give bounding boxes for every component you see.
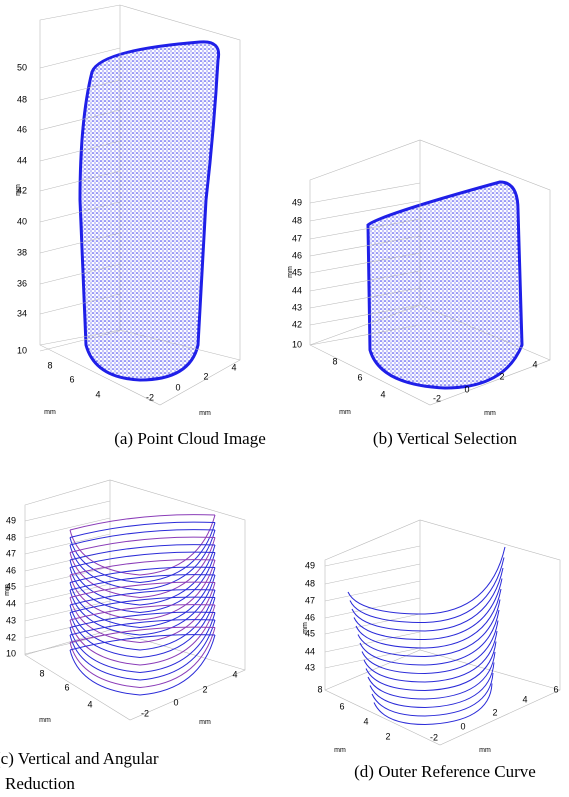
z-tick-label: 48 bbox=[292, 215, 302, 225]
z-tick-label: 43 bbox=[292, 302, 302, 312]
z-tick-label: 42 bbox=[292, 319, 302, 329]
x-tick-label: 0 bbox=[175, 382, 180, 392]
z-tick-label: 10 bbox=[6, 648, 16, 658]
x-tick-label: 0 bbox=[460, 721, 465, 731]
grid-line bbox=[25, 518, 110, 538]
axis-label: mm bbox=[4, 584, 11, 596]
z-tick-label: 40 bbox=[17, 216, 27, 226]
curve bbox=[350, 558, 504, 623]
x-tick-label: -2 bbox=[146, 392, 154, 402]
grid-line bbox=[325, 648, 420, 668]
z-tick-label: 48 bbox=[305, 578, 315, 588]
y-tick-label: 8 bbox=[317, 684, 322, 694]
y-tick-label: 2 bbox=[385, 731, 390, 741]
z-tick-label: 38 bbox=[17, 247, 27, 257]
x-tick-label: 4 bbox=[532, 359, 537, 369]
z-tick-label: 48 bbox=[17, 94, 27, 104]
x-tick-label: 4 bbox=[232, 669, 237, 679]
axis-label: mm bbox=[15, 184, 22, 196]
point-cloud bbox=[368, 182, 522, 388]
y-tick-label: 4 bbox=[95, 389, 100, 399]
z-tick-label: 50 bbox=[17, 62, 27, 72]
x-tick-label: 2 bbox=[499, 371, 504, 381]
axis-label: mm bbox=[484, 410, 496, 417]
x-tick-label: 0 bbox=[173, 697, 178, 707]
x-tick-label: 0 bbox=[464, 384, 469, 394]
z-tick-label: 47 bbox=[6, 548, 16, 558]
x-tick-label: 2 bbox=[492, 707, 497, 717]
z-tick-label: 47 bbox=[305, 595, 315, 605]
axis-label: mm bbox=[302, 622, 309, 634]
grid-line bbox=[325, 581, 420, 601]
grid-line bbox=[310, 183, 420, 203]
x-tick-label: -2 bbox=[433, 393, 441, 403]
grid-line bbox=[325, 598, 420, 618]
y-tick-label: 6 bbox=[339, 701, 344, 711]
axis-label: mm bbox=[44, 409, 56, 416]
y-tick-label: 8 bbox=[332, 356, 337, 366]
axis-label: mm bbox=[339, 409, 351, 416]
point-cloud bbox=[80, 42, 219, 380]
y-tick-label: 4 bbox=[87, 699, 92, 709]
caption: (a) Point Cloud Image bbox=[114, 429, 266, 448]
curve bbox=[354, 579, 502, 640]
figure: 50484644424038363410864-2024mmmmmm(a) Po… bbox=[0, 0, 569, 797]
axis-label: mm bbox=[479, 747, 491, 754]
y-tick-label: 8 bbox=[47, 360, 52, 370]
axis-label: mm bbox=[199, 719, 211, 726]
curve bbox=[348, 547, 505, 614]
grid-line bbox=[25, 534, 110, 554]
z-tick-label: 44 bbox=[292, 285, 302, 295]
z-tick-label: 10 bbox=[17, 345, 27, 355]
axis-box bbox=[325, 650, 560, 690]
caption: (d) Outer Reference Curve bbox=[354, 762, 536, 781]
grid-line bbox=[325, 632, 420, 652]
y-tick-label: 8 bbox=[39, 668, 44, 678]
z-tick-label: 34 bbox=[17, 308, 27, 318]
x-tick-label: 2 bbox=[202, 684, 207, 694]
curve bbox=[352, 568, 503, 631]
caption: Reduction bbox=[5, 774, 75, 793]
x-tick-label: -2 bbox=[141, 708, 149, 718]
z-tick-label: 46 bbox=[17, 124, 27, 134]
y-tick-label: 4 bbox=[380, 389, 385, 399]
axis-label: mm bbox=[334, 747, 346, 754]
z-tick-label: 46 bbox=[292, 250, 302, 260]
z-tick-label: 46 bbox=[305, 612, 315, 622]
grid-line bbox=[325, 564, 420, 584]
z-tick-label: 47 bbox=[292, 233, 302, 243]
y-tick-label: 6 bbox=[69, 374, 74, 384]
caption: (b) Vertical Selection bbox=[373, 429, 518, 448]
plot-art bbox=[25, 5, 560, 745]
grid-line bbox=[25, 501, 110, 521]
z-tick-label: 46 bbox=[6, 565, 16, 575]
z-tick-label: 49 bbox=[292, 197, 302, 207]
z-tick-label: 36 bbox=[17, 278, 27, 288]
z-tick-label: 43 bbox=[6, 615, 16, 625]
y-tick-label: 4 bbox=[363, 716, 368, 726]
x-tick-label: 4 bbox=[522, 694, 527, 704]
z-tick-label: 42 bbox=[6, 632, 16, 642]
x-tick-label: 6 bbox=[553, 684, 558, 694]
z-tick-label: 43 bbox=[305, 662, 315, 672]
axis-label: mm bbox=[199, 410, 211, 417]
y-tick-label: 6 bbox=[357, 372, 362, 382]
z-tick-label: 44 bbox=[6, 598, 16, 608]
axis-label: mm bbox=[39, 717, 51, 724]
z-tick-label: 10 bbox=[292, 339, 302, 349]
x-tick-label: 2 bbox=[203, 371, 208, 381]
z-tick-label: 49 bbox=[305, 560, 315, 570]
grid-line bbox=[325, 546, 420, 566]
z-tick-label: 44 bbox=[305, 646, 315, 656]
x-tick-label: 4 bbox=[231, 362, 236, 372]
grid-line bbox=[25, 601, 110, 621]
z-tick-label: 48 bbox=[6, 532, 16, 542]
z-tick-label: 49 bbox=[6, 515, 16, 525]
z-tick-label: 44 bbox=[17, 155, 27, 165]
y-tick-label: 6 bbox=[64, 682, 69, 692]
x-tick-label: -2 bbox=[430, 732, 438, 742]
caption: (c) Vertical and Angular bbox=[0, 749, 159, 768]
axis-label: mm bbox=[287, 266, 294, 278]
